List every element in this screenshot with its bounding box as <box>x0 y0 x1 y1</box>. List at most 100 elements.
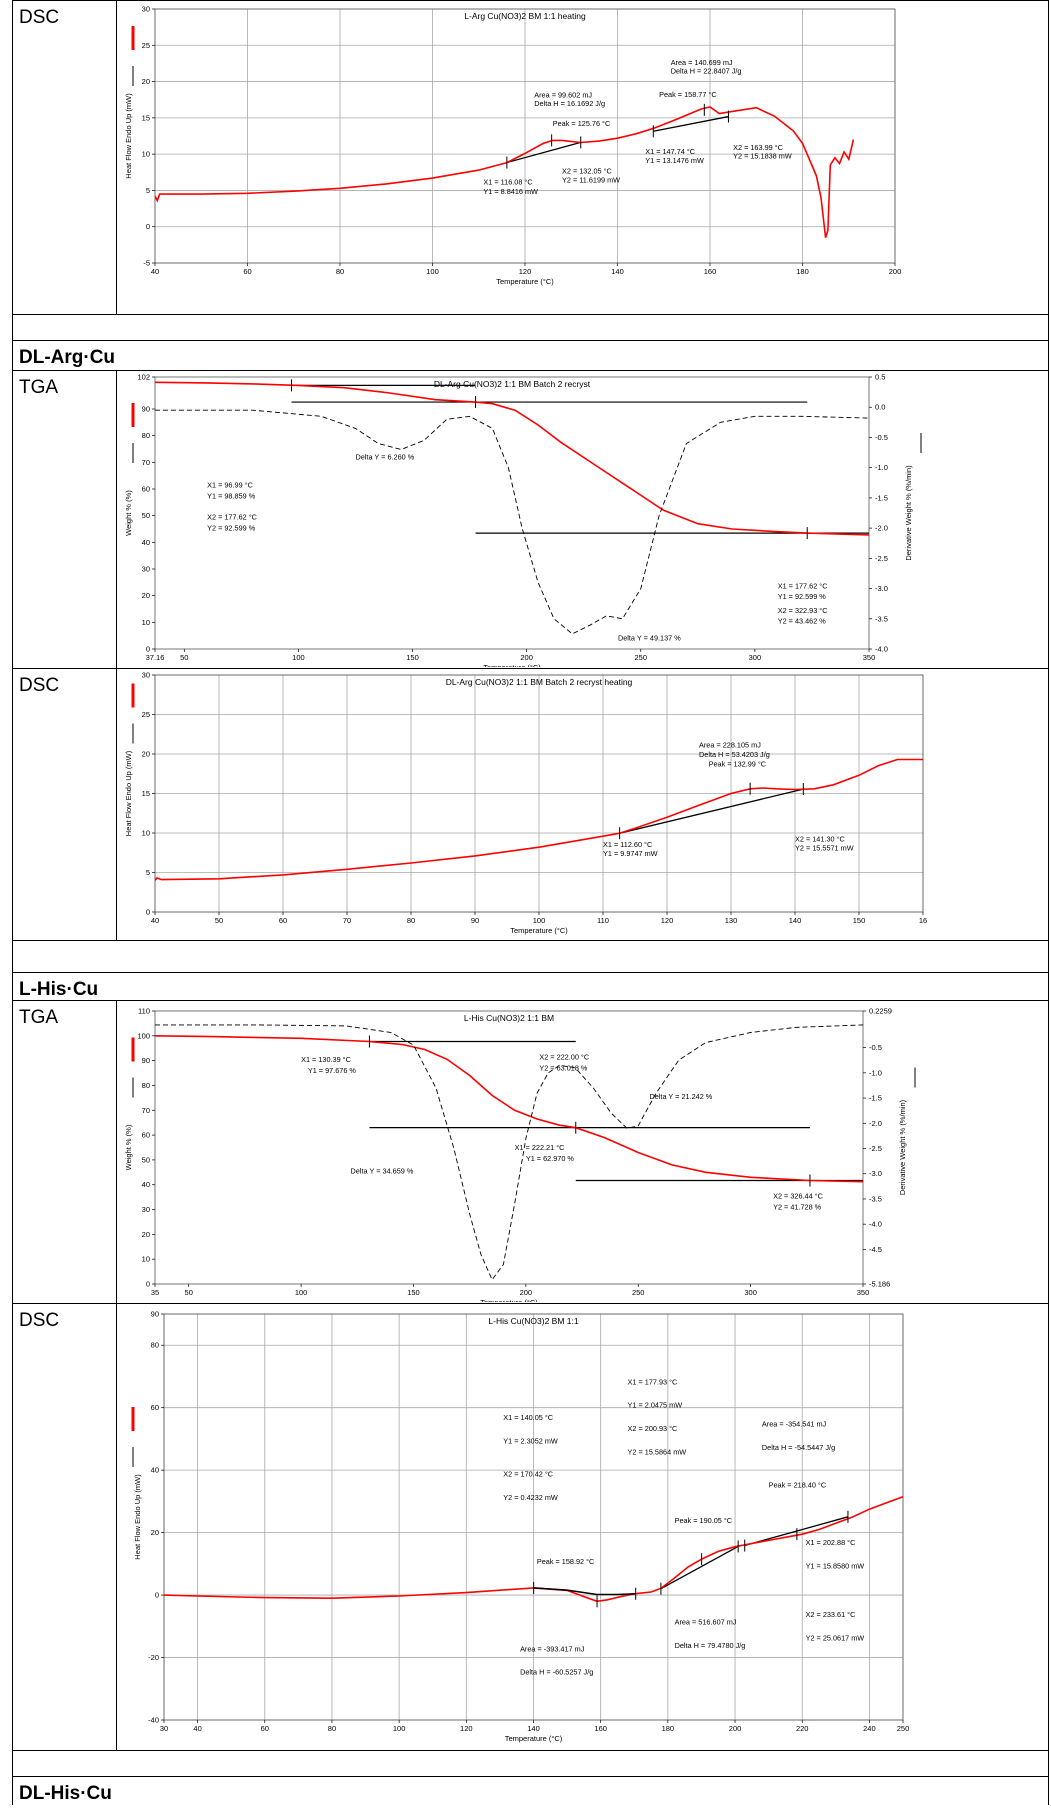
x-tick-label: 200 <box>520 653 533 662</box>
peak-baseline <box>619 788 804 834</box>
x-tick-label: 250 <box>632 1288 645 1297</box>
x-tick-label: 80 <box>407 916 415 925</box>
annotation-label: Delta H = -54.5447 J/g <box>762 1443 835 1452</box>
y-tick-label: -20 <box>148 1653 159 1662</box>
y2-tick-label: 0.0 <box>875 403 885 412</box>
y2-tick-label: -0.5 <box>869 1043 882 1052</box>
x-tick-label: 300 <box>749 653 762 662</box>
annotation-label: Y1 = 13.1476 mW <box>645 156 704 165</box>
y-tick-label: 20 <box>142 1230 150 1239</box>
row-dsc-l-his: DSC 30 40 60 80 100 120 140 160 180 200 220 240 250-… <box>12 1304 1049 1751</box>
section-header-l-his: L-His·Cu <box>12 973 1049 1001</box>
annotation-label: Delta H = 16.1692 J/g <box>534 99 605 108</box>
x-tick-label: 60 <box>261 1724 269 1733</box>
annotation-label: Y2 = 15.5571 mW <box>795 843 854 852</box>
y2-tick-label: -1.0 <box>875 463 888 472</box>
y2-tick-label: -3.0 <box>875 584 888 593</box>
y2-tick-label: -2.0 <box>875 524 888 533</box>
y-tick-label: 15 <box>142 113 150 122</box>
y-tick-label: 30 <box>142 565 150 574</box>
annotation-label: Y1 = 62.970 % <box>526 1154 575 1163</box>
chart-title: L-His Cu(NO3)2 BM 1:1 <box>488 1316 578 1326</box>
x-tick-label: 140 <box>789 916 802 925</box>
annotation-label: Y2 = 15.1838 mW <box>733 151 792 160</box>
y2-tick-label: 0.5 <box>875 373 885 382</box>
annotation-label: X1 = 147.74 °C <box>645 147 695 156</box>
y-tick-label: 0 <box>146 222 150 231</box>
x-tick-label: 200 <box>520 1288 533 1297</box>
x-tick-label: 240 <box>863 1724 876 1733</box>
annotation-label: Peak = 132.99 °C <box>709 760 766 769</box>
x-tick-label: 250 <box>897 1724 910 1733</box>
x-tick-label: 160 <box>704 267 717 276</box>
y-tick-label: 20 <box>142 591 150 600</box>
y-tick-label: 10 <box>142 150 150 159</box>
x-axis-label: Temperature (°C) <box>505 1734 563 1743</box>
x-tick-label: 40 <box>151 267 159 276</box>
peak-baseline <box>506 141 581 164</box>
annotation-label: X1 = 177.62 °C <box>778 581 828 590</box>
annotation-label: X2 = 326.44 °C <box>773 1191 823 1200</box>
data-curve <box>154 106 855 238</box>
x-tick-label: 100 <box>533 916 546 925</box>
annotation-label: Y1 = 92.599 % <box>778 592 827 601</box>
section-title: DL-Arg·Cu <box>19 347 116 368</box>
annotation-label: X1 = 130.39 °C <box>301 1055 351 1064</box>
y-tick-label: 30 <box>142 1205 150 1214</box>
plot-frame <box>154 376 870 650</box>
y-tick-label: 100 <box>137 1031 150 1040</box>
annotation-label: Y1 = 2.0475 mW <box>628 1401 683 1410</box>
data-curve <box>154 381 870 536</box>
annotation-label: Y2 = 43.462 % <box>778 617 827 626</box>
y-tick-label: 40 <box>151 1466 159 1475</box>
y2-tick-label: 0.2259 <box>869 1007 892 1016</box>
chart-dsc-l-his: 30 40 60 80 100 120 140 160 180 200 220 240 250-40-2… <box>131 1310 910 1743</box>
x-tick-label: 200 <box>729 1724 742 1733</box>
x-axis-label: Temperature (°C) <box>483 663 541 667</box>
y-tick-label: 15 <box>142 789 150 798</box>
x-tick-label: 180 <box>796 267 809 276</box>
row-tga-dl-arg: TGA 37.16 50 100 150 200 250 300 350 0 10 20 30 40 50… <box>12 371 1049 669</box>
y-tick-label: 70 <box>142 458 150 467</box>
annotation-label: X1 = 222.21 °C <box>515 1143 565 1152</box>
x-tick-label: 150 <box>407 1288 420 1297</box>
x-tick-label: 110 <box>597 916 609 925</box>
x-tick-label: 60 <box>243 267 251 276</box>
x-tick-label: 100 <box>295 1288 308 1297</box>
blank-row <box>12 315 1049 341</box>
chart-tga-l-his: 35 50 100 150 200 250 300 350 0 10 20 30 40 50 60 70 80 9… <box>124 1007 916 1302</box>
chart-dsc-dl-arg: 40 50 60 70 80 90 100 110 120 130 140 150 1605101520… <box>124 671 927 936</box>
y-tick-label: 102 <box>137 373 150 382</box>
annotation-label: Peak = 218.40 °C <box>769 1480 826 1489</box>
y-tick-label: 0 <box>146 1280 150 1289</box>
y-tick-label: 10 <box>142 1255 150 1264</box>
x-axis-label: Temperature (°C) <box>510 926 568 935</box>
section-title: L-His·Cu <box>19 979 99 1000</box>
x-tick-label: 140 <box>527 1724 540 1733</box>
annotation-label: Delta Y = 6.260 % <box>355 453 414 462</box>
y2-tick-label: -4.0 <box>875 645 888 654</box>
y-axis-label: Heat Flow Endo Up (mW) <box>133 1474 142 1560</box>
results-table: DSC 40 60 80 100 120 140 160 180 200 -5 0 5 10 15 20 25… <box>12 0 1049 1805</box>
y2-axis-label: Derivative Weight % (%/min) <box>898 1099 907 1195</box>
annotation-label: X2 = 141.30 °C <box>795 835 845 844</box>
y2-tick-label: -1.5 <box>869 1094 882 1103</box>
annotation-label: Delta H = -60.5257 J/g <box>520 1668 593 1677</box>
annotation-label: Delta Y = 21.242 % <box>649 1092 712 1101</box>
y2-tick-label: -3.0 <box>869 1169 882 1178</box>
x-tick-label: 160 <box>594 1724 607 1733</box>
peak-baseline <box>653 115 729 132</box>
x-tick-label: 130 <box>725 916 738 925</box>
y-tick-label: 10 <box>142 829 150 838</box>
x-tick-label: 300 <box>744 1288 757 1297</box>
y-tick-label: 25 <box>142 41 150 50</box>
y2-tick-label: -2.5 <box>869 1144 882 1153</box>
y2-tick-label: -3.5 <box>875 614 888 623</box>
y-tick-label: 20 <box>142 750 150 759</box>
blank-row <box>12 941 1049 973</box>
y2-tick-label: -4.0 <box>869 1220 882 1229</box>
y-tick-label: 30 <box>142 5 150 14</box>
chart-dsc-l-arg: 40 60 80 100 120 140 160 180 200 -5 0 5 10 15 20 25 30 Te… <box>124 5 901 287</box>
annotation-label: Delta Y = 49.137 % <box>618 633 681 642</box>
x-tick-label: 37.16 <box>146 653 165 662</box>
